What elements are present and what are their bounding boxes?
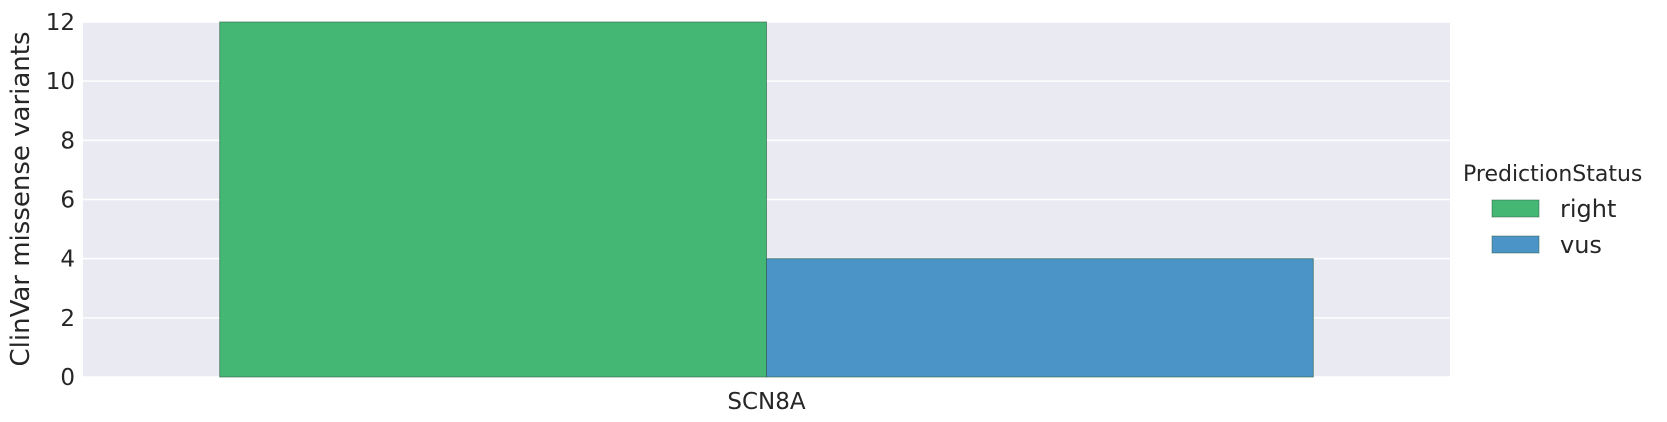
- legend: PredictionStatus right vus: [1463, 162, 1642, 259]
- x-tick-labels: SCN8A: [727, 389, 805, 415]
- x-tick-label: SCN8A: [727, 389, 805, 415]
- bar-vus: [766, 258, 1314, 378]
- y-tick-label: 6: [60, 188, 75, 214]
- legend-label-right: right: [1560, 195, 1616, 223]
- y-tick-labels: 0 2 4 6 8 10 12: [46, 10, 75, 391]
- y-tick-label: 12: [46, 10, 75, 36]
- y-tick-label: 2: [60, 306, 75, 332]
- bars: [219, 21, 1314, 378]
- y-tick-label: 4: [60, 247, 75, 273]
- y-axis-label: ClinVar missense variants: [6, 31, 36, 366]
- y-tick-label: 8: [60, 128, 75, 154]
- y-tick-label: 0: [60, 365, 75, 391]
- legend-swatch-right: [1491, 199, 1540, 218]
- legend-swatch-vus: [1491, 235, 1540, 254]
- legend-label-vus: vus: [1560, 231, 1602, 259]
- y-tick-label: 10: [46, 69, 75, 95]
- legend-title: PredictionStatus: [1463, 162, 1642, 187]
- bar-right: [219, 21, 767, 378]
